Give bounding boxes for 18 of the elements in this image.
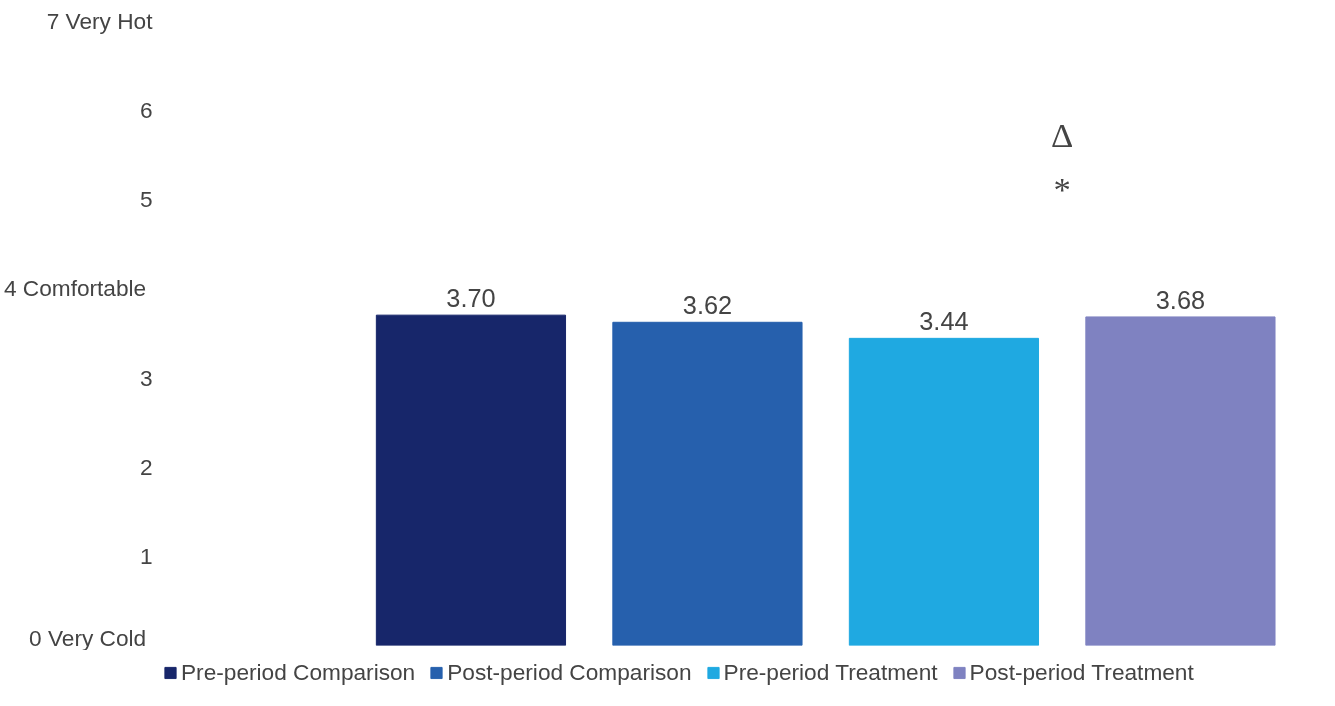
data-label: 3.70 [446, 284, 496, 313]
y-tick-label: 5 [139, 186, 153, 213]
y-tick-label: 0 Very Cold [29, 624, 147, 651]
annotation: Δ [1051, 116, 1074, 155]
y-tick-label: 3 [139, 364, 153, 391]
legend-label: Post-period Treatment [969, 658, 1194, 686]
y-tick-label: 4 Comfortable [3, 275, 147, 302]
y-tick-label: 7 Very Hot [46, 7, 154, 34]
y-tick-label: 1 [139, 543, 153, 570]
legend-label: Pre-period Treatment [723, 658, 938, 686]
legend-label: Post-period Comparison [447, 658, 692, 686]
y-tick-label: 6 [139, 96, 153, 123]
annotation: * [1053, 170, 1071, 208]
data-label: 3.44 [919, 307, 969, 336]
data-label: 3.68 [1155, 285, 1206, 314]
legend-label: Pre-period Comparison [181, 658, 416, 686]
y-tick-label: 2 [139, 453, 153, 480]
data-label: 3.62 [682, 291, 733, 320]
